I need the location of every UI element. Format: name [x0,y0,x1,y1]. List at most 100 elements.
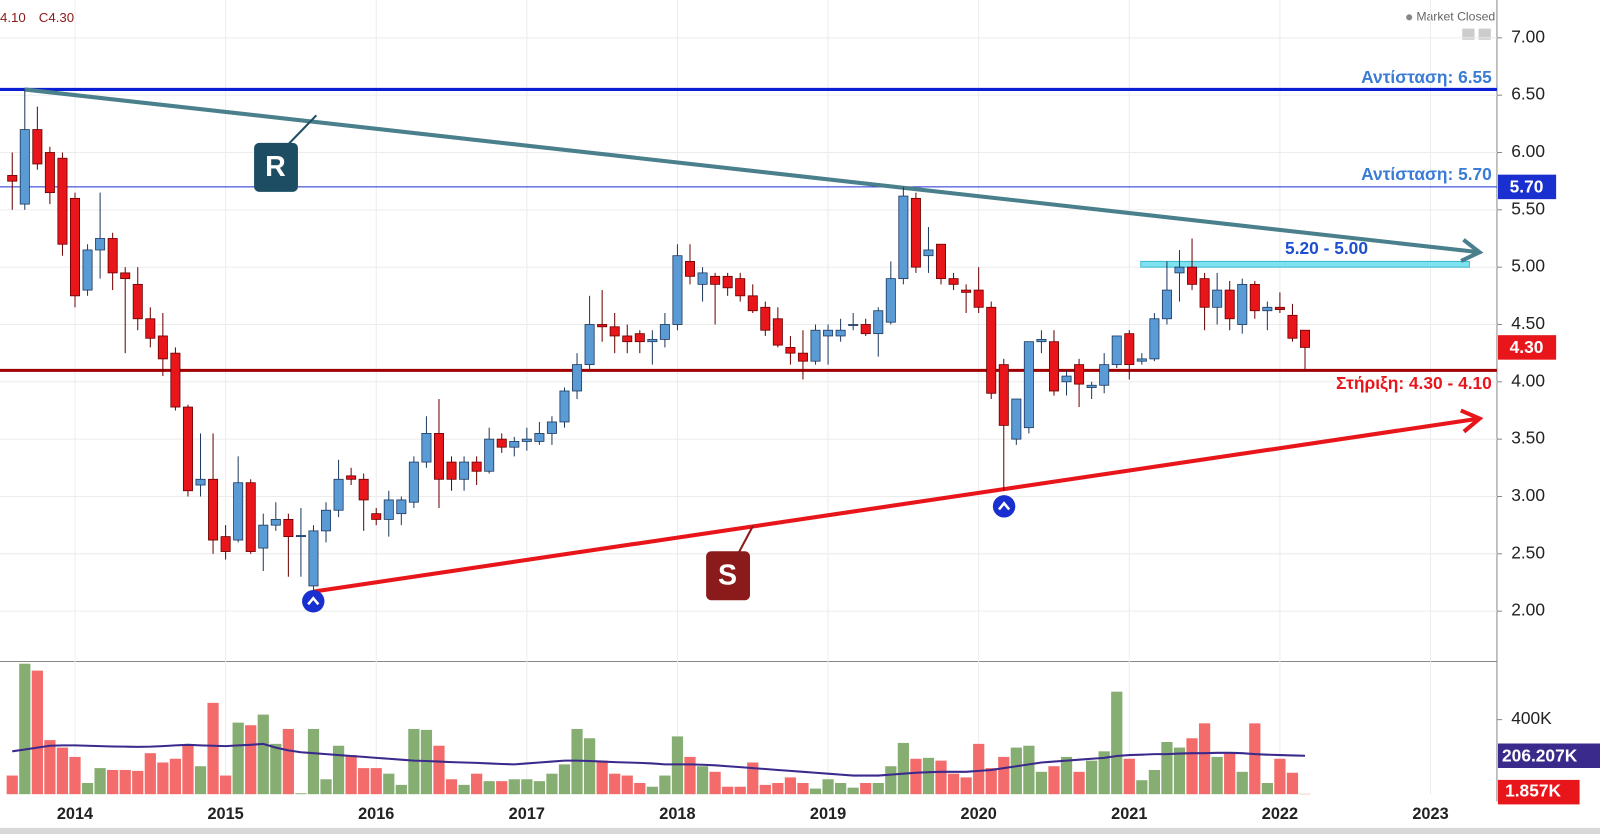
y-tick-label: 3.00 [1511,485,1545,505]
x-tick-label: 2022 [1262,805,1298,823]
volume-bar [458,784,470,795]
volume-bar [747,762,759,795]
x-tick-label: 2014 [57,805,93,823]
x-tick-label: 2020 [961,805,997,823]
candle-body [295,535,306,538]
candle-body [936,243,947,280]
volume-bar [734,786,746,795]
volume-bar [947,773,960,795]
callout-label: R [265,151,286,183]
candle-body [1074,364,1085,385]
volume-bar [1173,747,1186,795]
candle-body [898,195,909,280]
candle-body [961,289,972,293]
volume-bar [922,757,935,795]
volume-tick-label: 400K [1511,708,1552,728]
volume-bar [44,740,56,795]
volume-bar [1035,771,1048,795]
volume-bar [182,745,194,795]
volume-bar [220,775,232,795]
volume-bar [257,714,269,795]
candle-body [1149,318,1160,360]
candle-body [433,433,444,480]
volume-bar [1010,747,1022,795]
volume-bar [583,738,596,795]
candle-body [597,324,608,328]
price-tag [1497,174,1557,200]
candle-body [396,499,407,515]
candle-body [371,513,382,520]
volume-bar [332,745,345,795]
volume-bar [370,768,382,795]
candle-body [685,261,696,277]
volume-bar [897,742,909,795]
candle-body [1274,306,1285,310]
candle-body [534,433,545,442]
volume-bar [1286,772,1299,795]
candle-body [107,238,118,274]
candle-body [1199,278,1210,308]
volume-bar [483,781,495,795]
volume-bar [245,725,257,795]
x-tick-label: 2015 [207,805,243,823]
candle-body [885,278,896,323]
candle-body [120,272,131,280]
candle-body [195,478,206,486]
candle-body [634,333,645,343]
y-tick-label: 6.00 [1511,141,1545,161]
candle-body [998,364,1009,426]
volume-bar [521,779,533,795]
volume-bar [659,775,671,795]
volume-bar [634,783,646,795]
y-tick-label: 2.00 [1511,600,1545,620]
trend-line [24,87,1480,255]
volume-bar [31,670,43,795]
volume-bar [1249,723,1261,795]
candle-body [145,318,156,339]
candle-body [848,324,859,326]
candle-body [1237,283,1248,325]
volume-bar [709,771,721,795]
candle-body [659,324,670,340]
volume-bar [358,768,370,795]
volume-bar [1261,783,1273,795]
candle-body [421,433,432,463]
candle-body [910,197,921,268]
volume-bar [144,753,156,795]
candle-body [496,438,507,448]
volume-bar [621,775,633,795]
price-tag-label: 5.70 [1510,176,1544,196]
volume-bar [860,783,872,795]
volume-ma-tag-label: 206.207K [1502,745,1578,765]
price-tag-label: 4.30 [1510,337,1544,357]
zone [1140,260,1470,268]
candle-body [484,438,495,472]
callout-box [706,551,750,601]
candle-body [333,478,344,511]
candle-body [1086,384,1097,388]
x-tick-label: 2016 [358,805,394,823]
volume-bar [169,758,182,795]
volume-bar [1111,691,1123,795]
icon [1462,28,1475,40]
volume-bar [835,783,847,795]
volume-bar [960,777,972,795]
low-marker-chevron [307,596,320,606]
volume-bar [207,702,219,795]
volume-bar [809,788,822,795]
volume-bar [935,760,947,795]
volume-bar [910,758,922,795]
candle-body [923,249,934,257]
volume-bar [420,729,433,795]
candle-body [321,509,332,532]
callout-label: S [718,559,737,591]
volume-bar [383,773,395,795]
candle-body [408,461,419,503]
volume-bar [119,769,131,795]
candle-body [722,275,733,289]
volume-bar [345,755,357,795]
candle-body [710,275,721,285]
low-marker-chevron [997,501,1011,511]
candle-body [220,536,231,552]
